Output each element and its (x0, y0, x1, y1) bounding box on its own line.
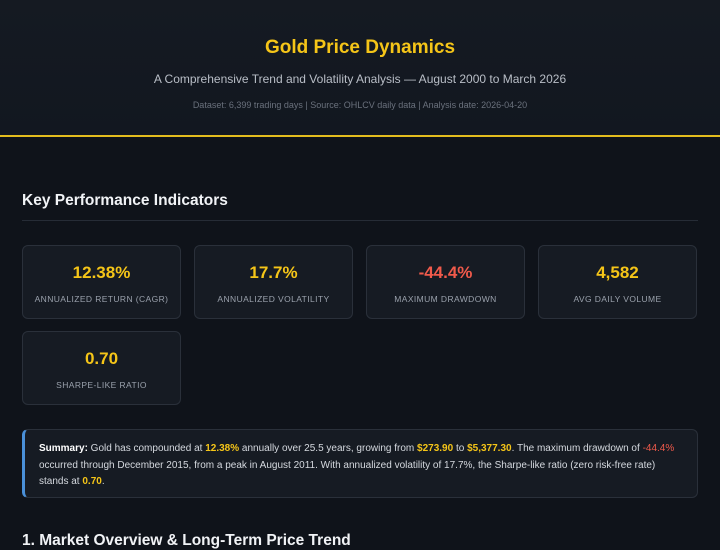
summary-start-price: $273.90 (417, 443, 454, 454)
page-subtitle: A Comprehensive Trend and Volatility Ana… (153, 72, 567, 86)
kpi-section-title: Key Performance Indicators (22, 192, 698, 221)
dataset-meta: Dataset: 6,399 trading days | Source: OH… (192, 100, 528, 110)
kpi-card-cagr: 12.38% ANNUALIZED RETURN (CAGR) (22, 245, 181, 319)
report-header: Gold Price Dynamics A Comprehensive Tren… (0, 0, 720, 137)
kpi-value: 4,582 (596, 263, 639, 282)
summary-text: occurred through December 2015, from a p… (39, 459, 656, 488)
kpi-value: 17.7% (249, 263, 298, 282)
kpi-card-volatility: 17.7% ANNUALIZED VOLATILITY (194, 245, 353, 319)
summary-drawdown: -44.4% (642, 443, 675, 454)
kpi-label: SHARPE-LIKE RATIO (56, 380, 147, 390)
summary-cagr: 12.38% (205, 443, 240, 454)
kpi-label: ANNUALIZED VOLATILITY (217, 294, 330, 304)
summary-text: annually over 25.5 years, growing from (239, 443, 418, 454)
kpi-label: AVG DAILY VOLUME (573, 294, 662, 304)
kpi-card-drawdown: -44.4% MAXIMUM DRAWDOWN (366, 245, 525, 319)
summary-text: to (453, 443, 468, 454)
page-title: Gold Price Dynamics (264, 37, 456, 58)
kpi-label: MAXIMUM DRAWDOWN (394, 294, 497, 304)
kpi-card-volume: 4,582 AVG DAILY VOLUME (538, 245, 697, 319)
summary-text: . The maximum drawdown of (511, 443, 643, 454)
kpi-card-sharpe: 0.70 SHARPE-LIKE RATIO (22, 331, 181, 405)
kpi-value: -44.4% (418, 263, 473, 282)
summary-sharpe: 0.70 (82, 476, 102, 487)
summary-box: Summary: Gold has compounded at 12.38% a… (22, 429, 698, 498)
kpi-value: 0.70 (84, 349, 119, 368)
market-overview-section-title: 1. Market Overview & Long-Term Price Tre… (22, 532, 351, 549)
summary-text: Gold has compounded at (87, 443, 206, 454)
summary-lead: Summary: (39, 443, 88, 454)
kpi-label: ANNUALIZED RETURN (CAGR) (34, 294, 169, 304)
summary-end-price: $5,377.30 (467, 443, 512, 454)
kpi-section: Key Performance Indicators (22, 192, 698, 221)
summary-text: . (101, 476, 105, 487)
kpi-value: 12.38% (72, 263, 131, 282)
